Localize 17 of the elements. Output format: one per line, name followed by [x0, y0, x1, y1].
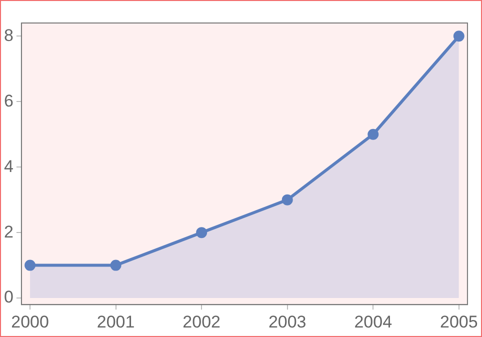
x-tick-label: 2005 [440, 312, 478, 332]
x-tick-label: 2004 [354, 312, 392, 332]
point [282, 194, 293, 206]
x-tick-label: 2000 [11, 312, 49, 332]
x-tick-label: 2002 [182, 312, 220, 332]
y-tick-label: 4 [4, 156, 14, 176]
y-tick-label: 6 [4, 91, 14, 110]
point [368, 128, 379, 140]
point [196, 227, 208, 238]
y-tick-label: 8 [4, 26, 14, 45]
y-tick-label: 2 [4, 222, 14, 242]
y-tick-label: 0 [4, 288, 14, 307]
point [110, 260, 122, 271]
x-tick-label: 2001 [96, 312, 135, 332]
x-tick-label: 2003 [268, 312, 306, 332]
point [453, 30, 464, 42]
point [24, 260, 36, 271]
